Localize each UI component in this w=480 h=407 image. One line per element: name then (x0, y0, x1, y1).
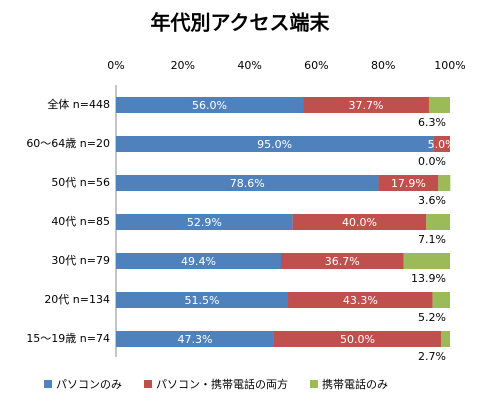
y-tick-label: 30代 n=79 (51, 254, 110, 267)
chart-title: 年代別アクセス端末 (151, 11, 331, 35)
data-label: 49.4% (181, 255, 216, 268)
y-tick-label: 60〜64歳 n=20 (26, 137, 110, 150)
legend-label: 携帯電話のみ (322, 377, 388, 391)
data-label: 0.0% (418, 155, 446, 168)
x-tick-label: 100% (434, 59, 465, 72)
bar-segment (292, 214, 427, 230)
bar-segment (116, 253, 281, 269)
x-tick-label: 80% (371, 59, 395, 72)
bar-segment (303, 97, 429, 113)
bar-segment (280, 253, 404, 269)
bar-segment (403, 253, 450, 269)
bar-segment (432, 292, 450, 308)
x-tick-label: 20% (171, 59, 195, 72)
data-label: 36.7% (325, 255, 360, 268)
data-label: 6.3% (418, 116, 446, 129)
bar-segment (116, 214, 293, 230)
x-tick-label: 0% (107, 59, 124, 72)
x-tick-label: 40% (237, 59, 261, 72)
data-label: 52.9% (187, 216, 222, 229)
y-tick-label: 50代 n=56 (51, 176, 110, 189)
bar-segment (428, 97, 450, 113)
bar-segment (378, 175, 439, 191)
bar-segment (288, 292, 433, 308)
data-label: 2.7% (418, 350, 446, 363)
bar-segment (116, 175, 379, 191)
bar-segment (116, 97, 304, 113)
data-label: 43.3% (343, 294, 378, 307)
bar-segment (426, 214, 450, 230)
y-tick-label: 40代 n=85 (51, 215, 110, 228)
y-tick-label: 20代 n=134 (44, 293, 110, 306)
data-label: 13.9% (411, 272, 446, 285)
data-label: 78.6% (230, 177, 265, 190)
x-tick-label: 60% (304, 59, 328, 72)
data-label: 51.5% (185, 294, 220, 307)
legend-label: パソコンのみ (56, 378, 122, 391)
data-label: 50.0% (340, 333, 375, 346)
y-tick-label: 15〜19歳 n=74 (26, 332, 110, 345)
y-tick-label: 全体 n=448 (47, 97, 110, 111)
legend-swatch (144, 380, 152, 388)
legend-swatch (310, 380, 318, 388)
data-label: 17.9% (391, 177, 426, 190)
data-label: 40.0% (342, 216, 377, 229)
bar-segment (438, 175, 451, 191)
data-label: 3.6% (418, 194, 446, 207)
data-label: 7.1% (418, 233, 446, 246)
bar-segment (116, 331, 274, 347)
data-label: 37.7% (349, 99, 384, 112)
data-label: 47.3% (178, 333, 213, 346)
bar-segment (440, 331, 450, 347)
data-label: 56.0% (192, 99, 227, 112)
bar-segment (433, 136, 450, 152)
bar-segment (273, 331, 441, 347)
data-label: 5.0% (428, 138, 456, 151)
bar-segment (116, 136, 434, 152)
bar-segment (116, 292, 289, 308)
legend-swatch (44, 380, 52, 388)
legend-label: パソコン・携帯電話の両方 (156, 377, 288, 391)
data-label: 5.2% (418, 311, 446, 324)
data-label: 95.0% (257, 138, 292, 151)
